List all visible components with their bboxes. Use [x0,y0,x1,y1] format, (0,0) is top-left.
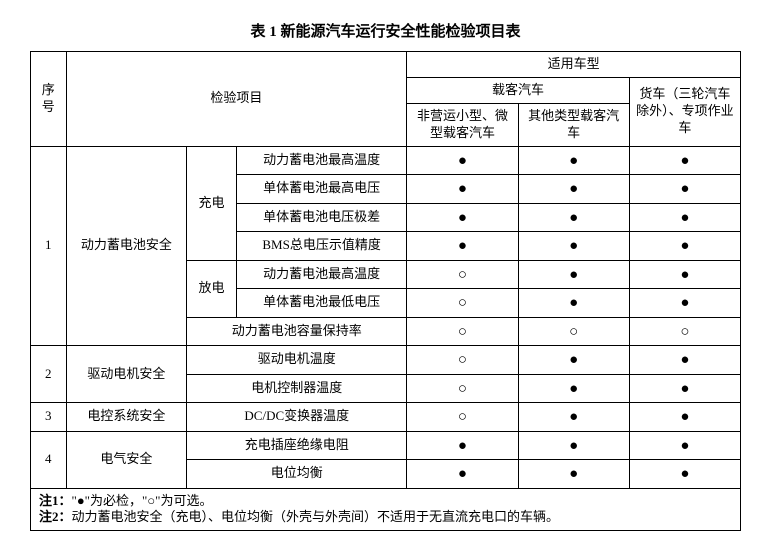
cell-mark: ○ [407,374,518,403]
cell-mark: ● [629,431,740,460]
cat-battery: 动力蓄电池安全 [66,146,187,346]
cell-mark: ● [407,431,518,460]
cell-mark: ● [407,232,518,261]
seq-3: 3 [31,403,67,432]
cell-mark: ○ [407,346,518,375]
cell-mark: ● [629,260,740,289]
cell-mark: ● [629,346,740,375]
seq-2: 2 [31,346,67,403]
cat-motor: 驱动电机安全 [66,346,187,403]
item-name: 电机控制器温度 [187,374,407,403]
cat-elec: 电气安全 [66,431,187,488]
item-name: BMS总电压示值精度 [236,232,406,261]
cell-mark: ○ [629,317,740,346]
sub-charge: 充电 [187,146,237,260]
cell-mark: ● [518,460,629,489]
item-name: 动力蓄电池容量保持率 [187,317,407,346]
notes: 注1："●"为必检，"○"为可选。注2：动力蓄电池安全（充电）、电位均衡（外壳与… [31,488,741,531]
cat-ecu: 电控系统安全 [66,403,187,432]
sub-discharge: 放电 [187,260,237,317]
cell-mark: ● [518,346,629,375]
cell-mark: ● [518,232,629,261]
item-name: DC/DC变换器温度 [187,403,407,432]
seq-1: 1 [31,146,67,346]
cell-mark: ● [407,175,518,204]
cell-mark: ● [407,146,518,175]
item-name: 充电插座绝缘电阻 [187,431,407,460]
hdr-seq: 序号 [31,52,67,147]
cell-mark: ● [518,289,629,318]
cell-mark: ● [518,146,629,175]
hdr-passenger: 载客汽车 [407,77,629,103]
cell-mark: ● [629,146,740,175]
item-name: 单体蓄电池最低电压 [236,289,406,318]
cell-mark: ● [518,431,629,460]
cell-mark: ● [629,203,740,232]
item-name: 电位均衡 [187,460,407,489]
cell-mark: ● [629,403,740,432]
cell-mark: ○ [407,260,518,289]
cell-mark: ○ [407,289,518,318]
cell-mark: ● [629,232,740,261]
cell-mark: ● [629,289,740,318]
cell-mark: ● [407,203,518,232]
cell-mark: ● [518,260,629,289]
hdr-c1: 非营运小型、微型载客汽车 [407,103,518,146]
hdr-applicable: 适用车型 [407,52,741,78]
cell-mark: ○ [407,317,518,346]
cell-mark: ● [518,374,629,403]
item-name: 单体蓄电池最高电压 [236,175,406,204]
cell-mark: ● [629,374,740,403]
inspection-table: 序号检验项目适用车型载客汽车货车（三轮汽车除外）、专项作业车 非营运小型、微型载客… [30,51,741,531]
cell-mark: ○ [407,403,518,432]
cell-mark: ● [518,403,629,432]
cell-mark: ● [629,460,740,489]
cell-mark: ● [407,460,518,489]
item-name: 单体蓄电池电压极差 [236,203,406,232]
hdr-c2: 其他类型载客汽车 [518,103,629,146]
cell-mark: ● [518,203,629,232]
table-title: 表 1 新能源汽车运行安全性能检验项目表 [30,20,741,41]
cell-mark: ● [518,175,629,204]
item-name: 驱动电机温度 [187,346,407,375]
cell-mark: ● [629,175,740,204]
item-name: 动力蓄电池最高温度 [236,146,406,175]
seq-4: 4 [31,431,67,488]
hdr-item: 检验项目 [66,52,407,147]
hdr-c3: 货车（三轮汽车除外）、专项作业车 [629,77,740,146]
cell-mark: ○ [518,317,629,346]
item-name: 动力蓄电池最高温度 [236,260,406,289]
